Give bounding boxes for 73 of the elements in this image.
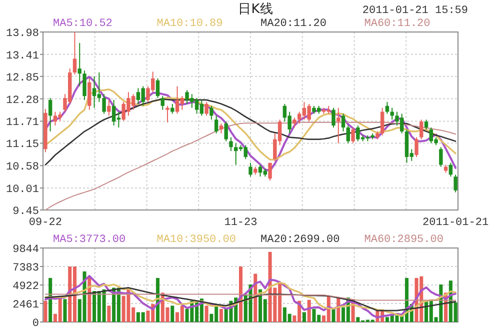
candlestick	[385, 101, 390, 114]
bar	[63, 299, 67, 322]
x-tick-label: 2011-01-21	[422, 217, 489, 229]
candlestick	[88, 78, 92, 110]
y-tick-label: 9.45	[12, 206, 39, 218]
text: MA10:3950.00	[156, 234, 236, 246]
candlestick	[204, 101, 208, 116]
candlestick	[448, 162, 453, 178]
bar	[219, 308, 223, 322]
text: MA10:10.89	[156, 18, 223, 30]
candlestick	[72, 32, 77, 75]
y-tick-label: 11.71	[6, 117, 40, 130]
bar	[170, 306, 174, 322]
bar	[107, 306, 111, 322]
candlestick	[346, 125, 350, 144]
y-tick-label: 10.01	[6, 184, 40, 196]
x-tick-label: 09-22	[28, 217, 62, 229]
bar	[44, 300, 48, 322]
candlestick	[78, 42, 82, 87]
candlestick	[156, 78, 160, 99]
text: MA20:11.20	[260, 18, 327, 30]
x-tick-label: 11-23	[224, 217, 258, 229]
y-tick-label: 7383	[12, 262, 39, 274]
y-tick-label: 12.85	[6, 72, 39, 84]
chart-title: 日K线	[238, 2, 273, 17]
y-tick-label: 13.41	[6, 50, 40, 62]
candlestick	[414, 136, 418, 158]
y-tick-label: 10.58	[6, 162, 39, 174]
text: MA60:11.20	[364, 18, 430, 30]
candlestick	[336, 107, 340, 144]
text: MA5:3773.00	[53, 234, 126, 246]
candlestick	[390, 107, 394, 120]
y-tick-label: 0	[32, 318, 39, 330]
candlestick	[229, 136, 233, 152]
y-tick-label: 11.15	[6, 139, 39, 152]
candlestick	[166, 105, 170, 123]
candlestick	[341, 113, 346, 132]
candlestick	[170, 103, 174, 114]
text: MA20:2699.00	[260, 234, 340, 246]
candlestick	[82, 70, 86, 100]
y-tick-label: 4922	[12, 281, 39, 293]
candlestick	[439, 146, 443, 168]
y-tick-label: 12.28	[6, 94, 39, 107]
candlestick	[424, 119, 428, 130]
bar	[332, 308, 336, 322]
candlestick	[292, 117, 296, 128]
line-series	[44, 294, 456, 301]
y-tick-label: 13.98	[6, 28, 39, 40]
candlestick	[248, 162, 252, 178]
y-tick-label: 2461	[12, 300, 40, 312]
candlestick	[160, 96, 164, 110]
candlestick	[454, 174, 458, 193]
candlestick	[214, 115, 218, 134]
candlestick	[102, 94, 106, 114]
candlestick	[380, 107, 384, 136]
line-series	[44, 274, 457, 319]
bar	[204, 306, 208, 322]
line-series	[44, 287, 456, 312]
candlestick	[351, 126, 355, 144]
y-tick-label: 9844	[12, 244, 40, 256]
candlestick	[48, 98, 52, 132]
bar	[302, 312, 306, 322]
candlestick	[420, 119, 424, 140]
chart-subtitle: 2011-01-21 15:59	[362, 5, 468, 17]
candlestick	[219, 123, 224, 134]
line-series	[44, 282, 456, 318]
candlestick	[107, 99, 111, 116]
candlestick	[224, 121, 228, 142]
text: MA60:2895.00	[364, 234, 444, 246]
candlestick	[332, 107, 336, 128]
candlestick	[268, 162, 272, 182]
text: MA5:10.52	[53, 18, 112, 30]
candlestick	[210, 105, 214, 120]
